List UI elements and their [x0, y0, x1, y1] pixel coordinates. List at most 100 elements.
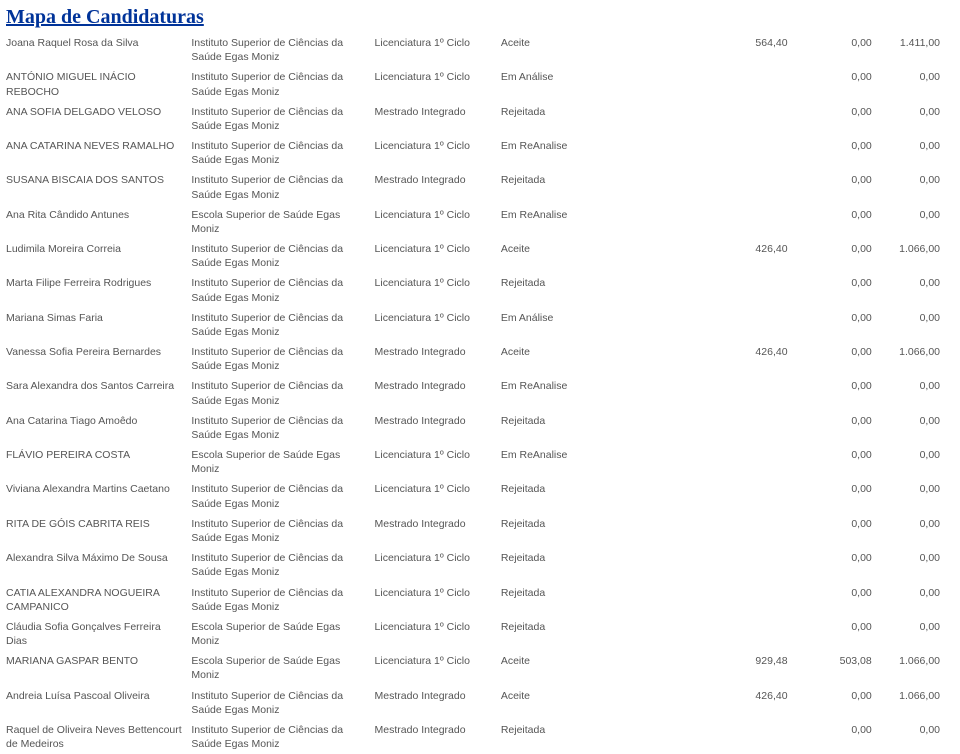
value-1 — [602, 67, 791, 101]
institution: Instituto Superior de Ciências da Saúde … — [187, 479, 370, 513]
table-row: Joana Raquel Rosa da SilvaInstituto Supe… — [0, 33, 960, 67]
value-3: 0,00 — [876, 170, 960, 204]
institution: Escola Superior de Saúde Egas Moniz — [187, 617, 370, 651]
table-row: Ludimila Moreira CorreiaInstituto Superi… — [0, 239, 960, 273]
value-2: 0,00 — [792, 342, 876, 376]
degree-level: Mestrado Integrado — [371, 514, 497, 548]
value-1 — [602, 308, 791, 342]
institution: Instituto Superior de Ciências da Saúde … — [187, 308, 370, 342]
value-1 — [602, 583, 791, 617]
table-row: Mariana Simas FariaInstituto Superior de… — [0, 308, 960, 342]
table-row: ANA CATARINA NEVES RAMALHOInstituto Supe… — [0, 136, 960, 170]
page-title: Mapa de Candidaturas — [0, 0, 960, 33]
degree-level: Licenciatura 1º Ciclo — [371, 479, 497, 513]
value-1: 426,40 — [602, 342, 791, 376]
table-row: CATIA ALEXANDRA NOGUEIRA CAMPANICOInstit… — [0, 583, 960, 617]
value-2: 0,00 — [792, 445, 876, 479]
value-1: 426,40 — [602, 239, 791, 273]
value-3: 1.066,00 — [876, 686, 960, 720]
value-2: 0,00 — [792, 720, 876, 754]
degree-level: Mestrado Integrado — [371, 376, 497, 410]
table-row: ANTÓNIO MIGUEL INÁCIO REBOCHOInstituto S… — [0, 67, 960, 101]
value-2: 0,00 — [792, 514, 876, 548]
table-row: ANA SOFIA DELGADO VELOSOInstituto Superi… — [0, 102, 960, 136]
value-1 — [602, 548, 791, 582]
table-row: SUSANA BISCAIA DOS SANTOSInstituto Super… — [0, 170, 960, 204]
status: Aceite — [497, 686, 602, 720]
degree-level: Licenciatura 1º Ciclo — [371, 583, 497, 617]
value-2: 0,00 — [792, 548, 876, 582]
institution: Instituto Superior de Ciências da Saúde … — [187, 686, 370, 720]
status: Aceite — [497, 33, 602, 67]
degree-level: Licenciatura 1º Ciclo — [371, 445, 497, 479]
value-3: 0,00 — [876, 102, 960, 136]
value-1 — [602, 445, 791, 479]
institution: Instituto Superior de Ciências da Saúde … — [187, 239, 370, 273]
table-row: Viviana Alexandra Martins CaetanoInstitu… — [0, 479, 960, 513]
table-row: Sara Alexandra dos Santos CarreiraInstit… — [0, 376, 960, 410]
value-2: 0,00 — [792, 33, 876, 67]
candidate-name: Joana Raquel Rosa da Silva — [0, 33, 187, 67]
candidate-name: Vanessa Sofia Pereira Bernardes — [0, 342, 187, 376]
value-3: 0,00 — [876, 376, 960, 410]
value-3: 0,00 — [876, 583, 960, 617]
degree-level: Mestrado Integrado — [371, 720, 497, 754]
status: Aceite — [497, 239, 602, 273]
value-1: 564,40 — [602, 33, 791, 67]
value-1 — [602, 273, 791, 307]
value-1 — [602, 376, 791, 410]
value-1 — [602, 720, 791, 754]
value-3: 0,00 — [876, 136, 960, 170]
status: Rejeitada — [497, 583, 602, 617]
value-3: 0,00 — [876, 308, 960, 342]
candidaturas-table: Joana Raquel Rosa da Silva Instituto Supe… — [0, 33, 960, 754]
degree-level: Mestrado Integrado — [371, 102, 497, 136]
value-3: 0,00 — [876, 514, 960, 548]
status: Em Análise — [497, 67, 602, 101]
value-2: 0,00 — [792, 205, 876, 239]
institution: Escola Superior de Saúde Egas Moniz — [187, 445, 370, 479]
candidate-name: Sara Alexandra dos Santos Carreira — [0, 376, 187, 410]
candidate-name: Ludimila Moreira Correia — [0, 239, 187, 273]
candidate-name: Mariana Simas Faria — [0, 308, 187, 342]
degree-level: Licenciatura 1º Ciclo — [371, 548, 497, 582]
value-1 — [602, 514, 791, 548]
value-2: 0,00 — [792, 67, 876, 101]
table-row: Ana Rita Cândido AntunesEscola Superior … — [0, 205, 960, 239]
candidate-name: ANA SOFIA DELGADO VELOSO — [0, 102, 187, 136]
value-3: 0,00 — [876, 273, 960, 307]
value-2: 503,08 — [792, 651, 876, 685]
degree-level: Licenciatura 1º Ciclo — [371, 205, 497, 239]
degree-level: Mestrado Integrado — [371, 170, 497, 204]
value-2: 0,00 — [792, 479, 876, 513]
candidate-name: CATIA ALEXANDRA NOGUEIRA CAMPANICO — [0, 583, 187, 617]
degree-level: Licenciatura 1º Ciclo — [371, 308, 497, 342]
table-row: Marta Filipe Ferreira RodriguesInstituto… — [0, 273, 960, 307]
institution: Instituto Superior de Ciências da Saúde … — [187, 720, 370, 754]
degree-level: Licenciatura 1º Ciclo — [371, 67, 497, 101]
table-row: Alexandra Silva Máximo De SousaInstituto… — [0, 548, 960, 582]
value-3: 1.411,00 — [876, 33, 960, 67]
candidate-name: Andreia Luísa Pascoal Oliveira — [0, 686, 187, 720]
value-3: 0,00 — [876, 67, 960, 101]
degree-level: Mestrado Integrado — [371, 686, 497, 720]
degree-level: Licenciatura 1º Ciclo — [371, 273, 497, 307]
value-2: 0,00 — [792, 583, 876, 617]
value-2: 0,00 — [792, 136, 876, 170]
status: Rejeitada — [497, 514, 602, 548]
value-2: 0,00 — [792, 102, 876, 136]
institution: Instituto Superior de Ciências da Saúde … — [187, 548, 370, 582]
status: Rejeitada — [497, 273, 602, 307]
value-3: 0,00 — [876, 479, 960, 513]
candidate-name: Alexandra Silva Máximo De Sousa — [0, 548, 187, 582]
value-3: 0,00 — [876, 617, 960, 651]
institution: Instituto Superior de Ciências da Saúde … — [187, 273, 370, 307]
degree-level: Licenciatura 1º Ciclo — [371, 617, 497, 651]
table-row: Andreia Luísa Pascoal OliveiraInstituto … — [0, 686, 960, 720]
degree-level: Licenciatura 1º Ciclo — [371, 136, 497, 170]
candidate-name: Cláudia Sofia Gonçalves Ferreira Dias — [0, 617, 187, 651]
status: Rejeitada — [497, 720, 602, 754]
candidate-name: SUSANA BISCAIA DOS SANTOS — [0, 170, 187, 204]
status: Rejeitada — [497, 548, 602, 582]
status: Em ReAnalise — [497, 445, 602, 479]
